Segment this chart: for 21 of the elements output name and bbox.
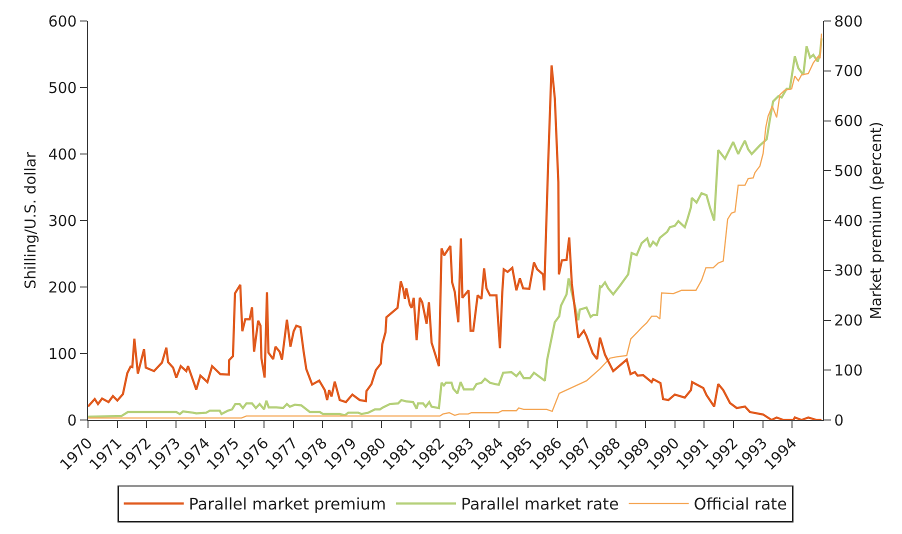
y2-tick-label: 100: [834, 361, 863, 380]
y2-tick-label: 300: [834, 262, 863, 280]
y2-tick-label: 500: [834, 162, 863, 180]
legend-label: Parallel market premium: [188, 494, 386, 514]
y-tick-label: 0: [67, 411, 77, 430]
y2-tick-label: 400: [834, 212, 863, 230]
y2-tick-label: 800: [834, 12, 863, 30]
y-axis-title: Shilling/U.S. dollar: [21, 151, 40, 289]
y-tick-label: 500: [48, 78, 77, 97]
y-tick-label: 300: [48, 212, 77, 230]
y2-axis-title: Market premium (percent): [866, 122, 885, 320]
y-tick-label: 100: [48, 344, 77, 363]
y-tick-label: 400: [48, 145, 77, 164]
legend-label: Official rate: [694, 494, 787, 514]
legend-label: Parallel market rate: [461, 494, 619, 514]
y2-tick-label: 700: [834, 62, 863, 80]
y-tick-label: 200: [48, 278, 77, 296]
y2-tick-label: 600: [834, 112, 863, 130]
y-tick-label: 600: [48, 12, 77, 30]
y2-tick-label: 200: [834, 312, 863, 330]
y2-tick-label: 0: [834, 411, 844, 430]
